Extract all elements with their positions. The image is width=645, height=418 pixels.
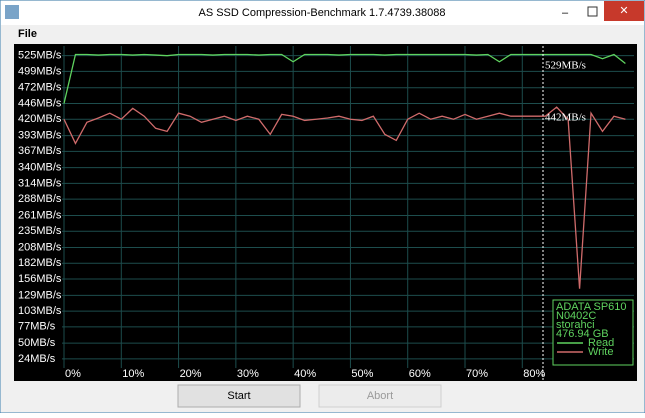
x-tick-label: 40%	[294, 368, 316, 380]
y-tick-label: 77MB/s	[18, 321, 56, 333]
y-tick-label: 499MB/s	[18, 65, 62, 77]
y-tick-label: 472MB/s	[18, 82, 62, 94]
line-read	[63, 53, 626, 104]
y-tick-label: 288MB/s	[18, 193, 62, 205]
menu-file[interactable]: File	[18, 28, 37, 40]
x-tick-label: 80%	[523, 368, 545, 380]
abort-label: Abort	[367, 390, 393, 402]
chart-area	[14, 44, 637, 381]
x-tick-label: 50%	[351, 368, 373, 380]
y-tick-label: 50MB/s	[18, 337, 56, 349]
device-info: N0402C	[556, 310, 596, 322]
close-icon: ✕	[619, 5, 628, 17]
y-tick-label: 182MB/s	[18, 257, 62, 269]
legend-box	[552, 299, 634, 366]
legend-label: Write	[588, 346, 613, 358]
y-tick-label: 420MB/s	[18, 113, 62, 125]
x-tick-label: 0%	[65, 368, 81, 380]
y-tick-label: 446MB/s	[18, 97, 62, 109]
y-tick-label: 340MB/s	[18, 162, 62, 174]
legend-label: Read	[588, 337, 614, 349]
y-tick-label: 103MB/s	[18, 305, 62, 317]
device-info: ADATA SP610	[556, 301, 627, 313]
close-button[interactable]	[604, 1, 644, 21]
y-tick-label: 261MB/s	[18, 209, 62, 221]
abort-button[interactable]	[318, 384, 442, 408]
y-tick-label: 129MB/s	[18, 289, 62, 301]
device-info: storahci	[556, 319, 595, 331]
y-tick-label: 208MB/s	[18, 241, 62, 253]
write-annotation: 442MB/s	[545, 112, 586, 124]
y-tick-label: 393MB/s	[18, 129, 62, 141]
x-tick-label: 70%	[466, 368, 488, 380]
start-label: Start	[227, 390, 250, 402]
y-tick-label: 314MB/s	[18, 177, 62, 189]
maximize-button[interactable]	[587, 6, 598, 17]
y-tick-label: 367MB/s	[18, 145, 62, 157]
x-tick-label: 30%	[237, 368, 259, 380]
app-icon	[5, 5, 19, 19]
y-tick-label: 525MB/s	[18, 50, 62, 62]
line-write	[63, 106, 626, 289]
window-title: AS SSD Compression-Benchmark 1.7.4739.38…	[198, 7, 445, 19]
x-tick-label: 20%	[180, 368, 202, 380]
read-annotation: 529MB/s	[545, 60, 586, 72]
x-tick-label: 60%	[409, 368, 431, 380]
device-info: 476.94 GB	[556, 328, 609, 340]
y-tick-label: 156MB/s	[18, 273, 62, 285]
y-tick-label: 24MB/s	[18, 353, 56, 365]
y-tick-label: 235MB/s	[18, 225, 62, 237]
minimize-button[interactable]: –	[562, 7, 569, 19]
start-button[interactable]	[177, 384, 301, 408]
x-tick-label: 10%	[122, 368, 144, 380]
title-bar	[1, 1, 644, 25]
